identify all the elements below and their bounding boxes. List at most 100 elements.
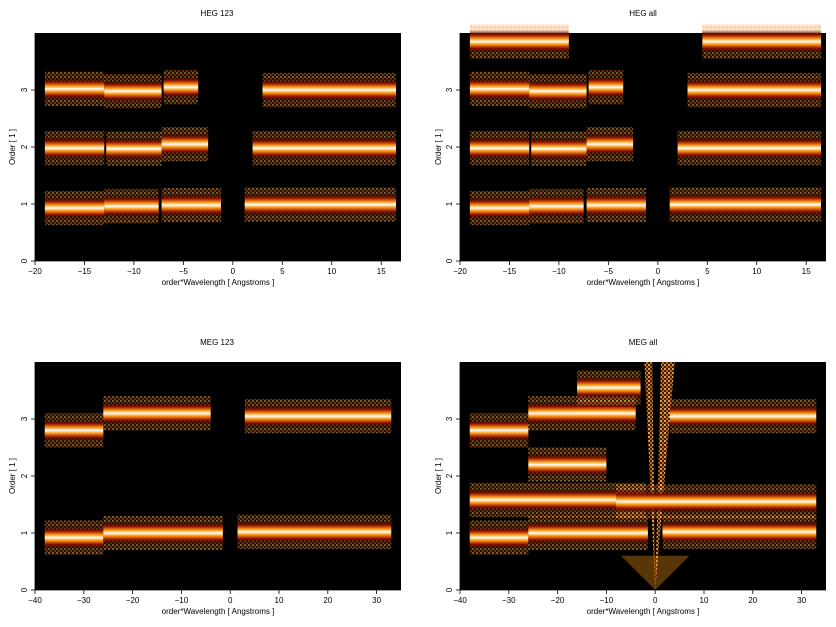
axes: −20 −15 −10 −5 0 5 10 15 0 1 2 3 [20, 33, 401, 276]
x-tick-label: −40 [28, 596, 42, 605]
order-band [44, 526, 104, 549]
panel-heg-123: HEG 123 −20 −15 −10 −5 0 5 10 15 0 1 2 3 order*Wave… [8, 9, 401, 287]
order-band [586, 132, 634, 156]
order-band [252, 136, 397, 160]
y-tick-label: 0 [20, 587, 29, 592]
x-axis-label: order*Wavelength [ Angstroms ] [587, 278, 700, 287]
order-band [163, 75, 199, 99]
y-tick-label: 2 [20, 144, 29, 149]
order-band [669, 404, 817, 428]
zero-order-cone-left [644, 362, 656, 590]
x-tick-label: 10 [700, 596, 709, 605]
order-band [44, 419, 104, 442]
x-axis-label: order*Wavelength [ Angstroms ] [162, 278, 275, 287]
order-band [469, 488, 646, 512]
x-tick-label: −5 [179, 267, 189, 276]
y-tick-label: 2 [445, 473, 454, 478]
x-tick-label: 10 [327, 267, 336, 276]
x-tick-label: −20 [453, 267, 467, 276]
order-band [244, 404, 392, 428]
order-band [104, 79, 162, 103]
x-tick-label: −30 [502, 596, 516, 605]
order-band [577, 376, 641, 400]
x-tick-label: −15 [503, 267, 517, 276]
order-band [528, 401, 636, 425]
heatmap-bands [44, 396, 392, 555]
order-band [106, 137, 162, 161]
x-tick-label: −10 [127, 267, 141, 276]
order-band [588, 75, 624, 99]
order-band [469, 196, 530, 220]
order-band [529, 79, 587, 103]
y-tick-label: 1 [445, 201, 454, 206]
y-tick-label: 2 [20, 473, 29, 478]
y-tick-label: 3 [20, 416, 29, 421]
x-tick-label: −40 [453, 596, 467, 605]
order-band [44, 196, 105, 220]
order-band [237, 520, 392, 544]
order-band [687, 78, 822, 102]
axes: −40 −30 −20 −10 0 10 20 30 0 1 2 3 [445, 362, 826, 605]
x-tick-label: 30 [372, 596, 381, 605]
x-tick-label: −10 [175, 596, 189, 605]
x-axis-label: order*Wavelength [ Angstroms ] [162, 607, 275, 616]
x-tick-label: 5 [280, 267, 285, 276]
y-axis-label: Order [ 1 ] [8, 129, 17, 165]
heatmap-bands [469, 362, 817, 590]
y-tick-label: 0 [20, 258, 29, 263]
panel-title: MEG all [629, 338, 658, 347]
order-band [616, 490, 817, 514]
order-band [529, 194, 584, 218]
order-band [103, 521, 223, 545]
order-band [469, 77, 530, 101]
zero-order-cone-right [655, 362, 675, 590]
x-tick-label: 0 [653, 596, 658, 605]
order-band [702, 30, 822, 53]
y-tick-label: 3 [20, 87, 29, 92]
order-band [528, 453, 607, 476]
order-band [677, 136, 822, 160]
plot-area [35, 362, 401, 590]
x-tick-label: 20 [748, 596, 757, 605]
order-band [469, 526, 529, 549]
x-axis-label: order*Wavelength [ Angstroms ] [587, 607, 700, 616]
order-band [469, 30, 569, 53]
panel-title: HEG 123 [201, 9, 234, 18]
x-tick-label: 15 [802, 267, 811, 276]
axes: −20 −15 −10 −5 0 5 10 15 0 1 2 3 [445, 33, 826, 276]
order-band [528, 521, 648, 545]
order-band [262, 78, 397, 102]
y-tick-label: 1 [20, 530, 29, 535]
y-axis-label: Order [ 1 ] [434, 458, 443, 494]
order-band [161, 132, 209, 156]
x-tick-label: −20 [551, 596, 565, 605]
order-band [669, 193, 822, 216]
zero-order-glow [621, 555, 690, 590]
heatmap-bands [44, 70, 397, 226]
x-tick-label: 20 [323, 596, 332, 605]
x-tick-label: −20 [28, 267, 42, 276]
order-band [161, 193, 221, 217]
order-band [469, 419, 529, 442]
order-band [586, 193, 646, 217]
order-band [44, 136, 105, 160]
panel-title: HEG all [629, 9, 657, 18]
y-tick-label: 3 [445, 87, 454, 92]
y-tick-label: 2 [445, 144, 454, 149]
order-band [531, 137, 587, 161]
order-band [469, 136, 530, 160]
order-band [662, 520, 817, 544]
order-band [103, 401, 211, 425]
axes: −40 −30 −20 −10 0 10 20 30 0 1 2 3 [20, 362, 401, 605]
x-tick-label: 0 [656, 267, 661, 276]
x-tick-label: 0 [228, 596, 233, 605]
x-tick-label: −5 [604, 267, 614, 276]
heatmap-bands [469, 24, 822, 226]
order-band [44, 77, 105, 101]
panel-meg-123: MEG 123 −40 −30 −20 −10 0 10 20 30 0 1 2 3 order*Wa… [8, 338, 401, 616]
panel-title: MEG 123 [200, 338, 234, 347]
x-tick-label: −15 [78, 267, 92, 276]
x-tick-label: 0 [231, 267, 236, 276]
x-tick-label: −10 [552, 267, 566, 276]
